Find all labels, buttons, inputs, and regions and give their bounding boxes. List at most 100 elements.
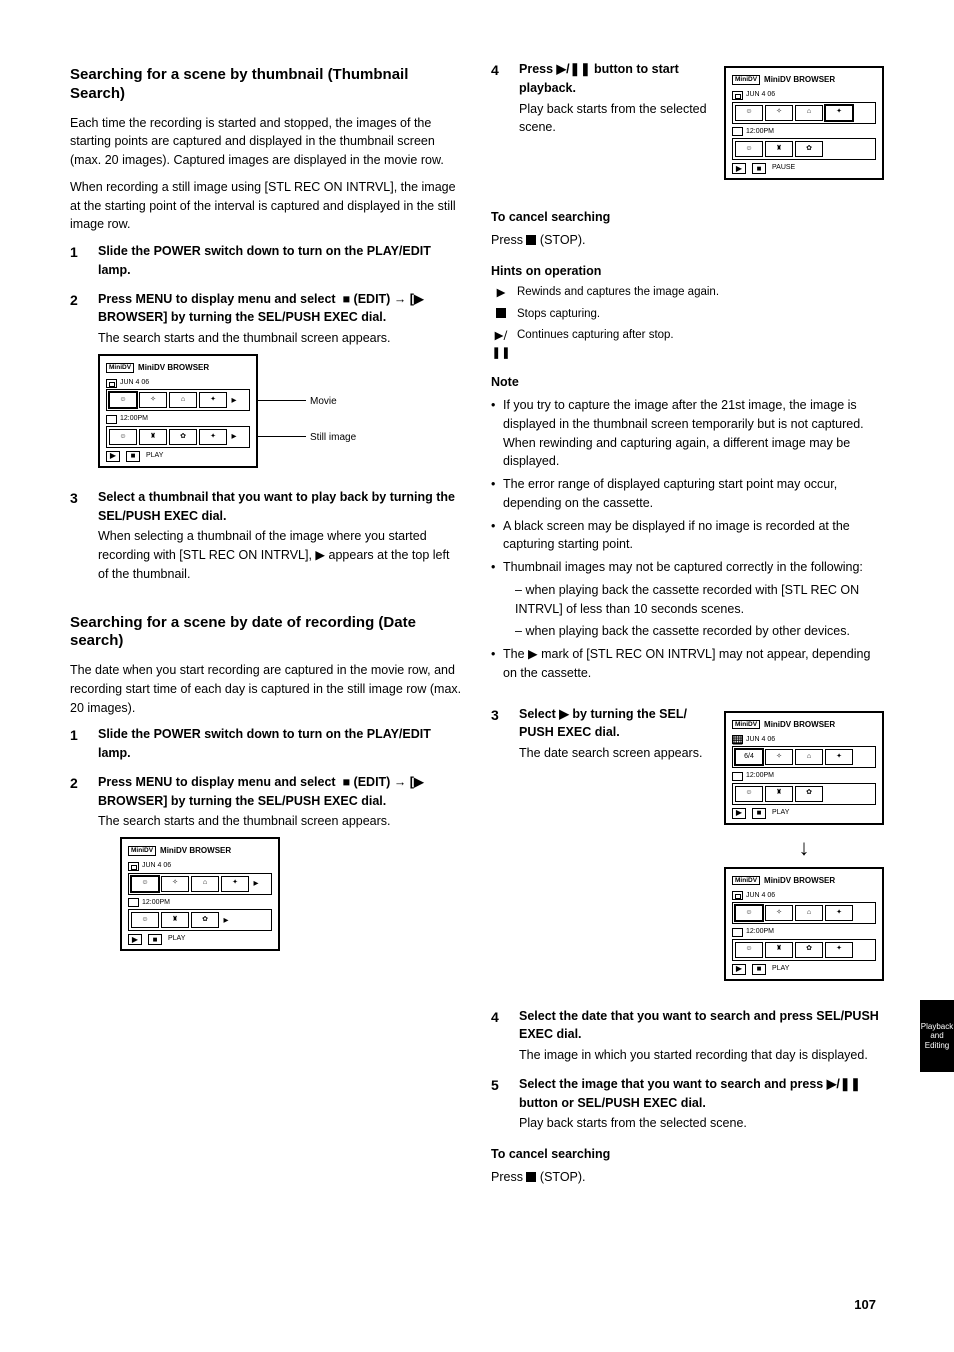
still-row-label: 12:00PM xyxy=(746,127,774,138)
ds-step2-sub: The search starts and the thumbnail scre… xyxy=(98,812,463,831)
note-item: A black screen may be displayed if no im… xyxy=(491,517,884,555)
movie-thumb: ☺ xyxy=(735,905,763,921)
ds-step4-sub: The image in which you started recording… xyxy=(519,1046,884,1065)
minidv-logo: MiniDV xyxy=(732,876,760,886)
movie-thumb: ✧ xyxy=(765,105,793,121)
still-thumb: ☺ xyxy=(735,141,763,157)
movie-thumb: ✧ xyxy=(765,905,793,921)
stop-glyph-icon xyxy=(496,308,506,318)
ds-step2-head: Press MENU to display menu and select ■ … xyxy=(98,775,424,808)
movie-thumb: ☺ xyxy=(735,105,763,121)
note-item: Thumbnail images may not be captured cor… xyxy=(491,558,884,641)
still-thumb: ☺ xyxy=(735,786,763,802)
movie-thumb: ✧ xyxy=(161,876,189,892)
date-thumb: ✧ xyxy=(765,749,793,765)
still-thumb: ♜ xyxy=(765,942,793,958)
strip-more-icon: ▸ xyxy=(221,912,231,928)
note-item: If you try to capture the image after th… xyxy=(491,396,884,471)
minidv-browser-diagram: MiniDV MiniDV BROWSER JUN 4 06 ☺ ✧ xyxy=(724,66,884,180)
step3-sub: When selecting a thumbnail of the image … xyxy=(98,527,463,583)
hint-text: Rewinds and captures the image again. xyxy=(517,284,884,301)
step2-head: Press MENU to display menu and select ■ … xyxy=(98,292,424,325)
minidv-logo: MiniDV xyxy=(128,846,156,856)
note-list: If you try to capture the image after th… xyxy=(491,396,884,683)
play-label: PLAY xyxy=(146,451,163,462)
callout-movie: Movie xyxy=(310,394,337,409)
still-strip: ☺ ♜ ✿ xyxy=(732,783,876,805)
still-icon xyxy=(732,127,743,136)
sub-note: – when playing back the cassette recorde… xyxy=(503,622,884,641)
play-label: PLAY xyxy=(772,808,789,819)
date-thumb: ⌂ xyxy=(795,749,823,765)
still-icon xyxy=(128,898,139,907)
date-search-browser-top: MiniDV MiniDV BROWSER ▦ JUN 4 06 6/4 xyxy=(724,711,884,825)
still-strip: ☺ ♜ ✿ ✦ ▸ xyxy=(106,426,250,448)
stop-icon: ■ xyxy=(752,808,766,819)
stop-icon: ■ xyxy=(148,934,162,945)
movie-strip: ☺ ✧ ⌂ ✦ xyxy=(732,102,876,124)
play-icon: ▶ xyxy=(128,934,142,945)
thumb-search-para1: Each time the recording is started and s… xyxy=(70,114,463,170)
movie-thumb: ⌂ xyxy=(795,905,823,921)
browser-title: MiniDV BROWSER xyxy=(764,875,835,887)
still-thumb: ✿ xyxy=(169,429,197,445)
stop-icon: ■ xyxy=(752,964,766,975)
step-number: 5 xyxy=(491,1075,509,1133)
step-number: 1 xyxy=(70,242,88,280)
hints-list: ▶ Rewinds and captures the image again. … xyxy=(491,284,884,361)
date-thumb: ✦ xyxy=(825,749,853,765)
stop-glyph-icon xyxy=(526,235,536,245)
step-number: 2 xyxy=(70,290,88,478)
movie-strip: ☺ ✧ ⌂ ✦ ▸ xyxy=(128,873,272,895)
hint-glyph: ▶ xyxy=(491,284,511,301)
movie-thumb: ☺ xyxy=(131,876,159,892)
page-number: 107 xyxy=(854,1297,876,1312)
movie-strip: ☺ ✧ ⌂ ✦ ▸ xyxy=(106,389,250,411)
movie-thumb: ☺ xyxy=(109,392,137,408)
hint-glyph xyxy=(491,306,511,323)
r-step4-head: Press ▶/❚❚ button to start playback. xyxy=(519,62,679,95)
date-search-para: The date when you start recording are ca… xyxy=(70,661,463,717)
still-icon xyxy=(732,772,743,781)
movie-strip: ☺ ✧ ⌂ ✦ xyxy=(732,902,876,924)
still-row-label: 12:00PM xyxy=(142,898,170,909)
step-number: 3 xyxy=(70,488,88,584)
strip-more-icon: ▸ xyxy=(229,429,239,445)
hints-head: Hints on operation xyxy=(491,262,884,281)
movie-icon xyxy=(732,891,743,900)
ds-step1: Slide the POWER switch down to turn on t… xyxy=(98,727,431,760)
ds-step5-head: Select the image that you want to search… xyxy=(519,1077,861,1110)
still-thumb: ♜ xyxy=(765,141,793,157)
note-item-text: Thumbnail images may not be captured cor… xyxy=(503,560,863,574)
thumb-search-para2: When recording a still image using [STL … xyxy=(70,178,463,234)
browser-title: MiniDV BROWSER xyxy=(138,362,209,374)
movie-thumb: ✦ xyxy=(199,392,227,408)
movie-thumb: ✦ xyxy=(825,905,853,921)
step-number: 4 xyxy=(491,60,509,196)
minidv-logo: MiniDV xyxy=(732,75,760,85)
movie-thumb: ⌂ xyxy=(795,105,823,121)
movie-thumb: ✦ xyxy=(221,876,249,892)
play-label: PLAY xyxy=(168,934,185,945)
step-number: 3 xyxy=(491,705,509,997)
cancel-body: Press (STOP). xyxy=(491,231,884,250)
browser-title: MiniDV BROWSER xyxy=(764,719,835,731)
movie-thumb: ✦ xyxy=(825,105,853,121)
hint-text: Continues capturing after stop. xyxy=(517,327,884,362)
still-icon xyxy=(106,415,117,424)
ds-step4-head: Select the date that you want to search … xyxy=(519,1009,879,1042)
still-thumb: ✦ xyxy=(825,942,853,958)
down-arrow-icon: ↓ xyxy=(799,837,810,859)
movie-row-label: JUN 4 06 xyxy=(746,891,775,902)
still-row-label: 12:00PM xyxy=(746,927,774,938)
sub-note-text: when playing back the cassette recorded … xyxy=(525,624,850,638)
still-thumb: ✿ xyxy=(795,786,823,802)
cancel-head: To cancel searching xyxy=(491,208,884,227)
strip-more-icon: ▸ xyxy=(251,876,261,892)
minidv-logo: MiniDV xyxy=(732,720,760,730)
still-thumb: ♜ xyxy=(765,786,793,802)
still-thumb: ☺ xyxy=(131,912,159,928)
movie-icon xyxy=(732,91,743,100)
right-column: 4 MiniDV MiniDV BROWSER JUN 4 06 xyxy=(491,60,884,1195)
movie-row-label: JUN 4 06 xyxy=(746,90,775,101)
